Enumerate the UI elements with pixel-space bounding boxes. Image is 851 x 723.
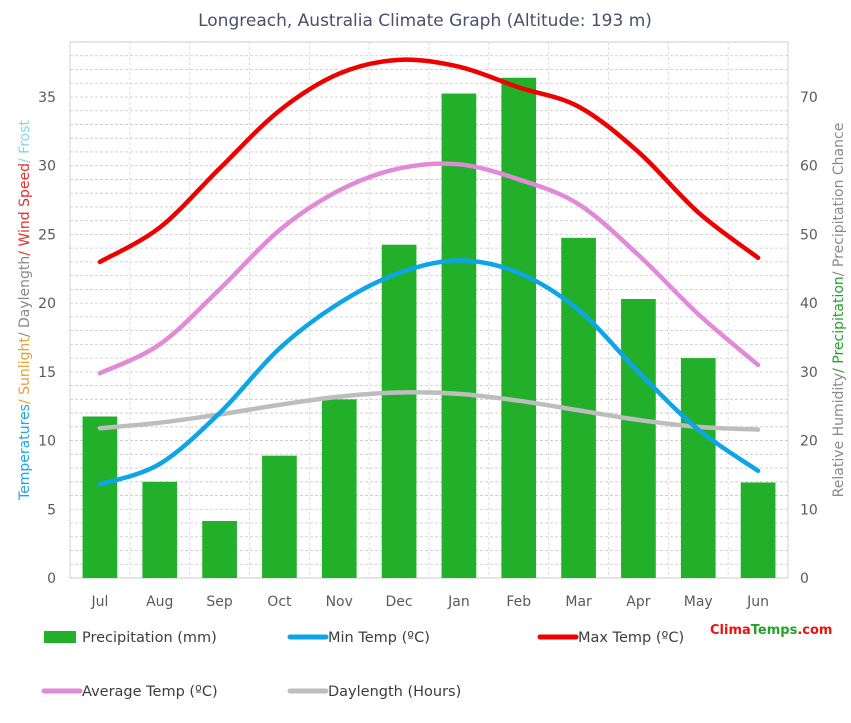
precipitation-bar bbox=[82, 416, 118, 578]
brand-part-clima: Clima bbox=[710, 623, 751, 638]
left-tick-label: 20 bbox=[38, 296, 56, 312]
min-temp-line bbox=[97, 258, 761, 487]
right-tick-label: 20 bbox=[800, 434, 818, 450]
legend-label: Min Temp (ºC) bbox=[328, 630, 430, 646]
left-tick-label: 15 bbox=[38, 365, 56, 381]
left-axis-label-part: Frost bbox=[17, 120, 33, 154]
left-tick-label: 5 bbox=[47, 502, 56, 518]
precipitation-bar bbox=[501, 77, 537, 578]
precipitation-bar bbox=[441, 93, 477, 579]
right-axis-label-part: Relative Humidity bbox=[831, 373, 847, 497]
axis-ticks: 0 5 10 15 20 25 30 35 0 10 20 30 40 50 60 70 Jul Aug Sep Oc… bbox=[38, 90, 818, 610]
x-tick-label: Apr bbox=[626, 594, 650, 610]
precipitation-bar bbox=[621, 299, 656, 578]
left-axis-label-part: Temperatures bbox=[17, 404, 33, 501]
axis-labels: Temperatures/ Sunlight/ Daylength/ Wind … bbox=[17, 120, 847, 501]
left-tick-label: 0 bbox=[47, 571, 56, 587]
x-tick-label: Feb bbox=[506, 594, 531, 610]
x-tick-label: May bbox=[684, 594, 713, 610]
right-axis-label-part: Precipitation Chance bbox=[831, 123, 847, 267]
precipitation-bar bbox=[321, 399, 357, 578]
precipitation-bar bbox=[680, 358, 716, 578]
left-axis-label-part: Sunlight bbox=[17, 337, 33, 395]
brand-logo[interactable]: ClimaTemps.com bbox=[710, 623, 832, 638]
precipitation-bars bbox=[82, 77, 776, 579]
right-tick-label: 60 bbox=[800, 159, 818, 175]
precipitation-bar bbox=[142, 481, 178, 578]
left-tick-label: 25 bbox=[38, 227, 56, 243]
right-axis-label-part: / bbox=[831, 364, 847, 373]
legend: Precipitation (mm) Min Temp (ºC) Max Temp … bbox=[41, 630, 684, 700]
x-tick-label: Jun bbox=[746, 594, 769, 610]
right-tick-label: 70 bbox=[800, 90, 818, 106]
x-tick-label: Sep bbox=[206, 594, 233, 610]
x-tick-label: Jan bbox=[447, 594, 470, 610]
legend-label: Precipitation (mm) bbox=[82, 630, 217, 646]
left-axis-label-part: Daylength bbox=[17, 256, 33, 328]
x-tick-label: Mar bbox=[565, 594, 592, 610]
x-tick-label: Nov bbox=[326, 594, 353, 610]
right-axis-label-part: Precipitation bbox=[831, 276, 847, 364]
x-tick-label: Dec bbox=[386, 594, 413, 610]
left-axis-label-part: / bbox=[17, 328, 33, 337]
x-tick-label: Jul bbox=[90, 594, 108, 610]
right-tick-label: 40 bbox=[800, 296, 818, 312]
right-tick-label: 30 bbox=[800, 365, 818, 381]
left-axis-label-part: / bbox=[17, 154, 33, 163]
legend-label: Average Temp (ºC) bbox=[82, 684, 218, 700]
right-axis-label-part: / bbox=[831, 267, 847, 276]
left-tick-label: 30 bbox=[38, 159, 56, 175]
grid bbox=[69, 41, 789, 579]
series-lines bbox=[97, 57, 761, 487]
left-axis-label-part: Wind Speed bbox=[17, 163, 33, 247]
left-axis-label-part: / bbox=[17, 247, 33, 256]
x-tick-label: Oct bbox=[267, 594, 292, 610]
right-tick-label: 50 bbox=[800, 227, 818, 243]
precipitation-bar bbox=[381, 244, 417, 578]
right-tick-label: 10 bbox=[800, 502, 818, 518]
chart-title: Longreach, Australia Climate Graph (Alti… bbox=[198, 11, 652, 31]
x-tick-label: Aug bbox=[146, 594, 173, 610]
legend-label: Max Temp (ºC) bbox=[578, 630, 684, 646]
precipitation-bar bbox=[262, 455, 297, 578]
right-axis-label: Relative Humidity/ Precipitation/ Precip… bbox=[831, 123, 847, 498]
precipitation-bar bbox=[740, 482, 776, 578]
left-tick-label: 35 bbox=[38, 90, 56, 106]
legend-swatch-bar bbox=[44, 631, 76, 643]
brand-part-com: .com bbox=[797, 623, 832, 638]
avg-temp-line bbox=[97, 161, 761, 376]
left-axis-label: Temperatures/ Sunlight/ Daylength/ Wind … bbox=[17, 120, 33, 501]
left-axis-label-part: / bbox=[17, 395, 33, 404]
left-tick-label: 10 bbox=[38, 434, 56, 450]
max-temp-line bbox=[97, 57, 761, 265]
precipitation-bar bbox=[202, 520, 237, 578]
brand-part-temps: Temps bbox=[751, 623, 798, 638]
right-tick-label: 0 bbox=[800, 571, 809, 587]
legend-label: Daylength (Hours) bbox=[328, 684, 461, 700]
